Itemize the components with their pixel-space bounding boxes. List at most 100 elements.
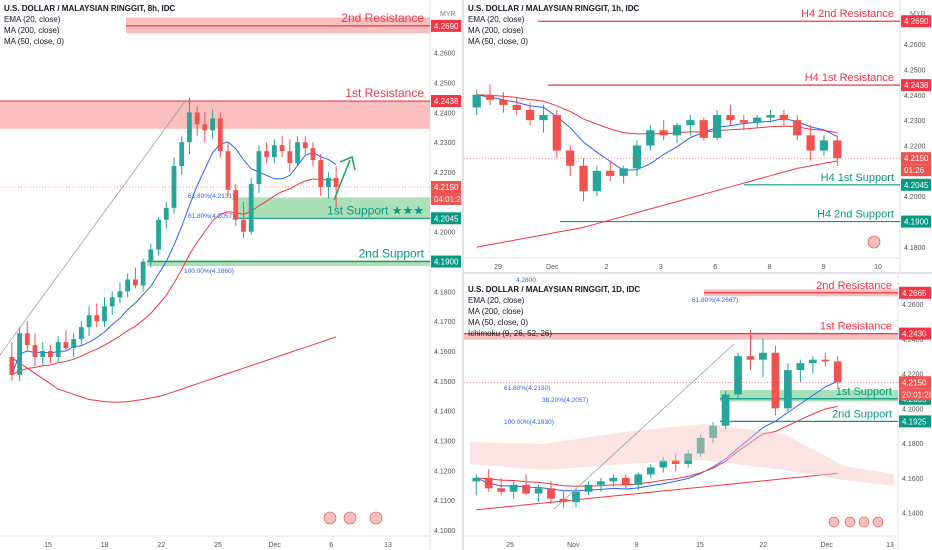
candle-body (472, 477, 481, 482)
ma50-line (476, 94, 838, 171)
candle-body (833, 361, 842, 383)
chart-8h-canvas[interactable]: 4.27004.26004.25004.24004.23004.22004.21… (0, 0, 462, 550)
arrow-shaft (333, 159, 351, 201)
candle-body (156, 219, 161, 250)
price-tick: 4.1800 (904, 245, 926, 252)
level-zone (0, 101, 430, 129)
date-tick: 29 (494, 264, 502, 271)
candle-body (686, 120, 695, 126)
candle-body (592, 170, 602, 192)
countdown-tag: 20:01:26 (902, 390, 932, 399)
candle-body (287, 151, 293, 164)
candle-body (672, 125, 682, 136)
indicator-ma200: MA (200, close) (468, 307, 524, 316)
chart-1h-canvas[interactable]: 4.27004.26004.25004.24004.23004.22004.21… (464, 0, 932, 272)
level-price-tag-bg (431, 19, 461, 32)
level-price-tag-bg (431, 255, 461, 268)
date-tick: 3 (659, 264, 663, 271)
last-price-tag-bg (431, 180, 461, 193)
countdown-tag-bg (901, 164, 931, 177)
ma50-line (476, 380, 839, 492)
candle-body (696, 437, 705, 454)
panel-1h[interactable]: 4.27004.26004.25004.24004.23004.22004.21… (464, 0, 932, 272)
date-tick: 13 (886, 542, 894, 549)
candle-body (579, 165, 588, 192)
candle-body (499, 99, 508, 105)
event-flag-icon (343, 511, 357, 525)
level-price-tag: 4.2690 (434, 22, 459, 31)
candle-body (133, 279, 138, 286)
candle-body (684, 453, 693, 464)
candle-body (609, 477, 618, 482)
event-flag-icon (369, 511, 383, 525)
candle-body (726, 115, 735, 121)
candle-body (9, 356, 15, 375)
candle-body (86, 315, 92, 328)
candle-body (295, 142, 300, 164)
date-tick: Nov (567, 542, 580, 549)
candle-body (819, 140, 829, 151)
candle-body (271, 145, 277, 158)
ema20-line (476, 405, 838, 487)
candle-body (821, 359, 830, 362)
event-flag-icon (867, 235, 881, 249)
level-price-tag-bg (901, 15, 931, 28)
price-tick: 4.2500 (904, 67, 926, 74)
level-label: 1st Support ★★★ (327, 203, 424, 217)
candle-body (302, 142, 308, 149)
candle-body (597, 481, 605, 485)
price-tick: 4.2600 (904, 42, 926, 49)
price-tick: 4.1300 (434, 439, 456, 446)
chart-1d-canvas[interactable]: 4.2600 4.2400 4.2200 4.2000 4.1800 4.1600 4.14… (464, 274, 932, 550)
level-label: H4 1st Support (821, 172, 894, 184)
candle-body (712, 115, 722, 138)
level-price-tag: 4.2690 (904, 17, 929, 26)
candle-body (584, 484, 593, 492)
candle-body (634, 474, 643, 485)
indicator-ma200: MA (200, close) (468, 26, 524, 35)
legend-1h: U.S. DOLLAR / MALAYSIAN RINGGIT, 1h, IDC… (468, 3, 639, 47)
price-tick: 4.2200 (904, 143, 926, 150)
date-tick: 18 (101, 542, 109, 549)
level-zone (720, 390, 898, 402)
level-price-tag-bg (901, 79, 931, 92)
legend-1d: U.S. DOLLAR / MALAYSIAN RINGGIT, 1D, IDC… (468, 284, 640, 339)
candle-body (163, 207, 169, 220)
candle-body (187, 112, 192, 143)
level-label: H4 2nd Support (817, 209, 894, 221)
panel-8h[interactable]: 4.27004.26004.25004.24004.23004.22004.21… (0, 0, 462, 550)
price-tick: 4.1400 (434, 409, 456, 416)
level-label: 2nd Resistance (816, 280, 892, 292)
candle-body (484, 477, 493, 489)
candle-body (179, 142, 185, 167)
level-label: 2nd Resistance (341, 11, 424, 25)
level-price-tag: 4.2665 (902, 289, 927, 298)
date-tick: 6 (329, 542, 333, 549)
price-tick: 4.1800 (902, 441, 924, 448)
level-label: 1st Resistance (820, 321, 892, 333)
indicator-ema: EMA (20, close) (4, 15, 61, 24)
candle-body (796, 363, 805, 371)
date-tick: 9 (822, 264, 826, 271)
candle-body (572, 491, 580, 503)
indicator-ma50: MA (50, close, 0) (468, 37, 529, 46)
candle-body (125, 279, 131, 292)
candle-body (217, 118, 223, 152)
panel-1d[interactable]: 4.2600 4.2400 4.2200 4.2000 4.1800 4.1600 4.14… (464, 274, 932, 550)
countdown-tag: 01:26 (904, 166, 925, 175)
fib-level-label: 61.80%(4.2057) (188, 213, 234, 220)
ma200-line (11, 336, 337, 403)
price-tick: 4.2000 (904, 194, 926, 201)
candle-body (671, 460, 680, 464)
date-tick: Dec (820, 542, 833, 549)
candle-body (539, 115, 548, 121)
level-price-tag: 4.2438 (434, 97, 459, 106)
date-tick: 8 (767, 264, 771, 271)
last-price-tag-bg (899, 376, 931, 389)
candle-body (48, 351, 53, 357)
price-tick: 4.2400 (904, 93, 926, 100)
price-tick: 4.2200 (902, 372, 924, 379)
date-tick: 22 (759, 542, 767, 549)
candle-body (333, 178, 339, 187)
candle-body (202, 124, 208, 131)
